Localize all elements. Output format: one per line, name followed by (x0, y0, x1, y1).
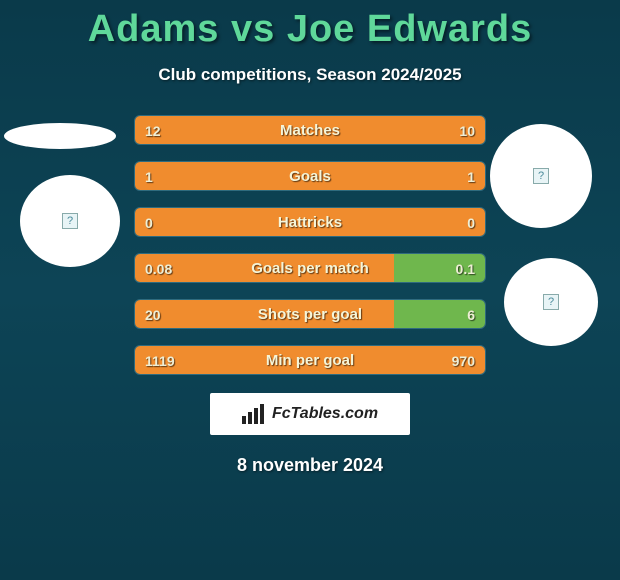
decorative-ellipse-left (4, 123, 116, 149)
stat-value-right: 6 (467, 300, 475, 329)
fctables-brand-link[interactable]: FcTables.com (210, 393, 410, 435)
placeholder-icon: ? (62, 213, 78, 229)
stat-row: 1Goals1 (134, 161, 486, 191)
player-avatar-left: ? (20, 175, 120, 267)
stat-value-right: 10 (459, 116, 475, 145)
stat-value-right: 1 (467, 162, 475, 191)
subtitle: Club competitions, Season 2024/2025 (0, 65, 620, 85)
fctables-logo-icon (242, 404, 266, 424)
stat-label: Min per goal (135, 346, 485, 375)
stat-row: 12Matches10 (134, 115, 486, 145)
stat-value-right: 0.1 (456, 254, 475, 283)
stat-row: 0.08Goals per match0.1 (134, 253, 486, 283)
stats-table: 12Matches101Goals10Hattricks00.08Goals p… (134, 115, 486, 375)
stat-label: Goals per match (135, 254, 485, 283)
stat-label: Matches (135, 116, 485, 145)
placeholder-icon: ? (533, 168, 549, 184)
brand-text: FcTables.com (272, 405, 378, 423)
placeholder-icon: ? (543, 294, 559, 310)
date-text: 8 november 2024 (0, 455, 620, 476)
stat-row: 1119Min per goal970 (134, 345, 486, 375)
player-avatar-right-top: ? (490, 124, 592, 228)
stat-value-right: 970 (452, 346, 475, 375)
stat-row: 0Hattricks0 (134, 207, 486, 237)
stat-value-right: 0 (467, 208, 475, 237)
stat-label: Shots per goal (135, 300, 485, 329)
page-title: Adams vs Joe Edwards (0, 0, 620, 51)
stat-row: 20Shots per goal6 (134, 299, 486, 329)
stat-label: Goals (135, 162, 485, 191)
player-avatar-right-bottom: ? (504, 258, 598, 346)
stat-label: Hattricks (135, 208, 485, 237)
